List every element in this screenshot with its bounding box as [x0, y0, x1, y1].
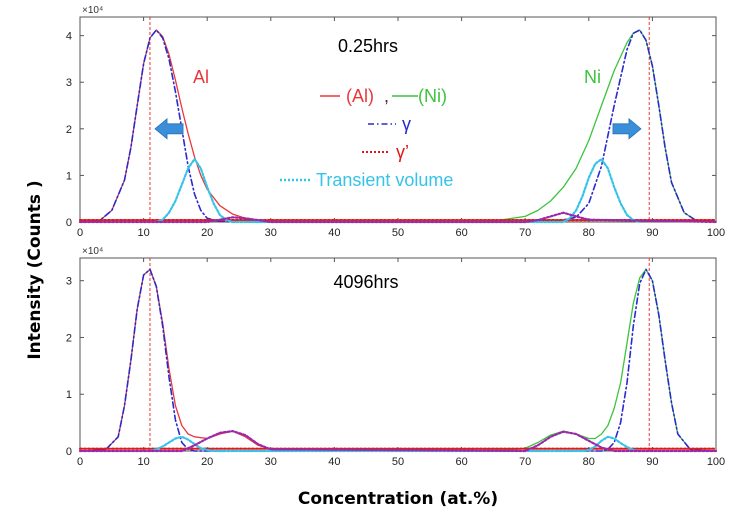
bottom-y-tick-label: 2: [66, 332, 72, 344]
bottom-panel: 4096hrs 0 10 20 30 40 50 60 70 80 90 100 0 1 2 3 ×10⁴: [66, 246, 725, 468]
bottom-x-tick-label: 70: [519, 456, 531, 468]
ni-annotation: Ni: [584, 67, 601, 87]
top-y-tick-label: 4: [66, 31, 72, 43]
top-x-tick-label: 20: [201, 227, 213, 239]
y-axis-label: Intensity (Counts ): [25, 180, 45, 359]
bottom-x-tick-label: 60: [455, 456, 467, 468]
top-series-overlap: [78, 211, 718, 224]
bottom-series-al: [79, 268, 336, 452]
top-y-tick-label: 2: [66, 124, 72, 136]
top-y-tick-label: 3: [66, 77, 72, 89]
top-x-tick-label: 30: [265, 227, 277, 239]
top-x-tick-label: 40: [328, 227, 340, 239]
top-panel: 0.25hrs Al Ni (Al) , (Ni) γ γ’ Transient…: [66, 5, 725, 239]
top-y-tick-label: 0: [66, 217, 72, 229]
bottom-series-overlap: [78, 430, 718, 453]
bottom-series-ni: [460, 268, 717, 452]
bottom-x-tick-label: 0: [77, 456, 83, 468]
top-x-tick-label: 50: [392, 227, 404, 239]
top-exponent-label: ×10⁴: [82, 5, 103, 16]
top-x-tick-label: 0: [77, 227, 83, 239]
bottom-series-transient: [148, 435, 641, 453]
top-y-tick-label: 1: [66, 170, 72, 182]
top-x-tick-label: 80: [583, 227, 595, 239]
legend-ni-label: (Ni): [418, 86, 447, 106]
top-shift-arrow-left: [154, 117, 184, 140]
top-x-tick-label: 100: [707, 227, 725, 239]
top-x-tick-label: 90: [646, 227, 658, 239]
top-series-ni: [460, 29, 717, 223]
top-x-tick-label: 10: [137, 227, 149, 239]
bottom-series-gamma: [79, 268, 717, 452]
top-shift-arrow-right: [612, 117, 642, 140]
bottom-exponent-label: ×10⁴: [82, 246, 103, 257]
legend-transient-label: Transient volume: [316, 170, 453, 190]
legend-gamma-prime-label: γ’: [396, 142, 409, 162]
bottom-y-tick-label: 1: [66, 389, 72, 401]
top-series-transient: [155, 158, 641, 224]
top-x-tick-label: 60: [455, 227, 467, 239]
bottom-x-tick-label: 90: [646, 456, 658, 468]
bottom-x-tick-label: 50: [392, 456, 404, 468]
top-series-gamma: [79, 29, 717, 223]
al-annotation: Al: [193, 67, 209, 87]
legend: (Al) , (Ni) γ γ’ Transient volume: [280, 86, 453, 190]
bottom-y-tick-label: 0: [66, 446, 72, 458]
bottom-x-tick-label: 100: [707, 456, 725, 468]
bottom-x-tick-label: 30: [265, 456, 277, 468]
bottom-panel-title: 4096hrs: [333, 272, 398, 292]
bottom-x-tick-label: 20: [201, 456, 213, 468]
top-x-tick-label: 70: [519, 227, 531, 239]
x-axis-label: Concentration (at.%): [298, 489, 498, 509]
legend-al-label: (Al): [346, 86, 374, 106]
bottom-y-tick-label: 3: [66, 276, 72, 288]
bottom-x-tick-label: 40: [328, 456, 340, 468]
bottom-x-tick-label: 80: [583, 456, 595, 468]
top-panel-title: 0.25hrs: [338, 36, 398, 56]
legend-gamma-label: γ: [402, 114, 411, 134]
legend-comma: ,: [384, 86, 389, 106]
bottom-x-tick-label: 10: [137, 456, 149, 468]
